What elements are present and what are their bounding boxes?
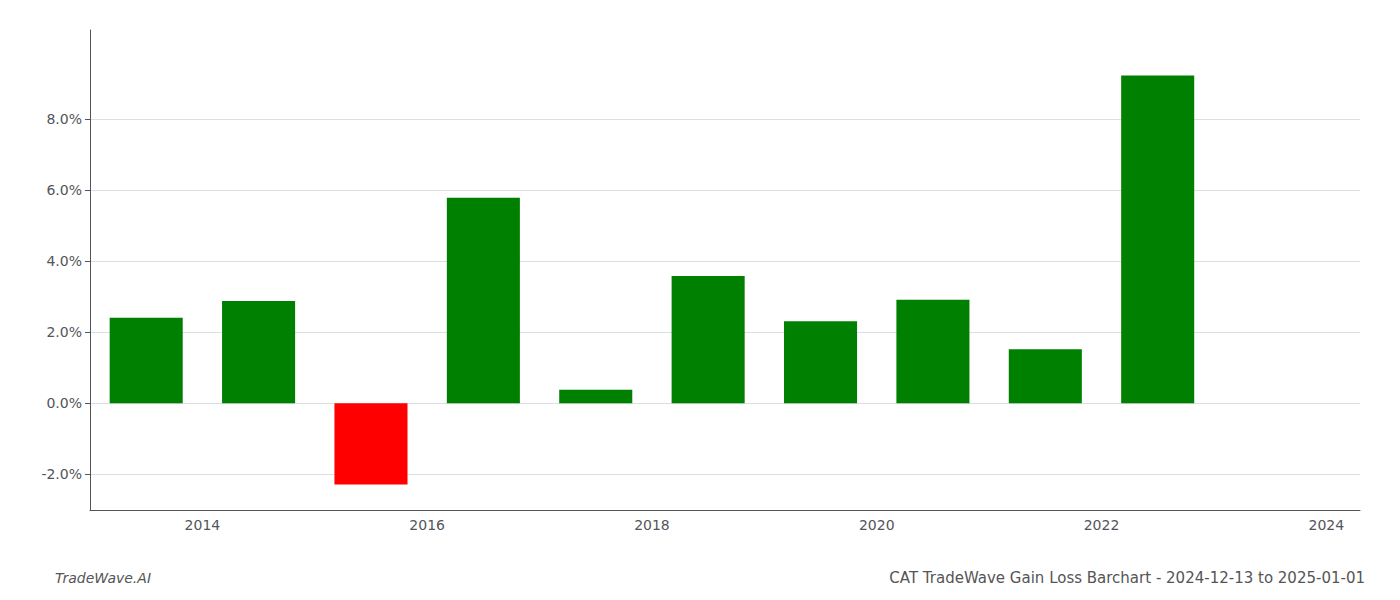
svg-text:2024: 2024 [1308,517,1344,533]
svg-text:CAT TradeWave Gain Loss Barcha: CAT TradeWave Gain Loss Barchart - 2024-… [889,569,1365,587]
svg-text:4.0%: 4.0% [46,253,82,269]
svg-text:2022: 2022 [1084,517,1120,533]
svg-text:2.0%: 2.0% [46,324,82,340]
svg-text:2020: 2020 [859,517,895,533]
svg-text:TradeWave.AI: TradeWave.AI [55,570,151,586]
svg-text:-2.0%: -2.0% [41,466,82,482]
svg-text:2016: 2016 [409,517,445,533]
svg-text:2018: 2018 [634,517,670,533]
svg-text:6.0%: 6.0% [46,182,82,198]
svg-text:2014: 2014 [185,517,221,533]
svg-text:8.0%: 8.0% [46,111,82,127]
svg-text:0.0%: 0.0% [46,395,82,411]
